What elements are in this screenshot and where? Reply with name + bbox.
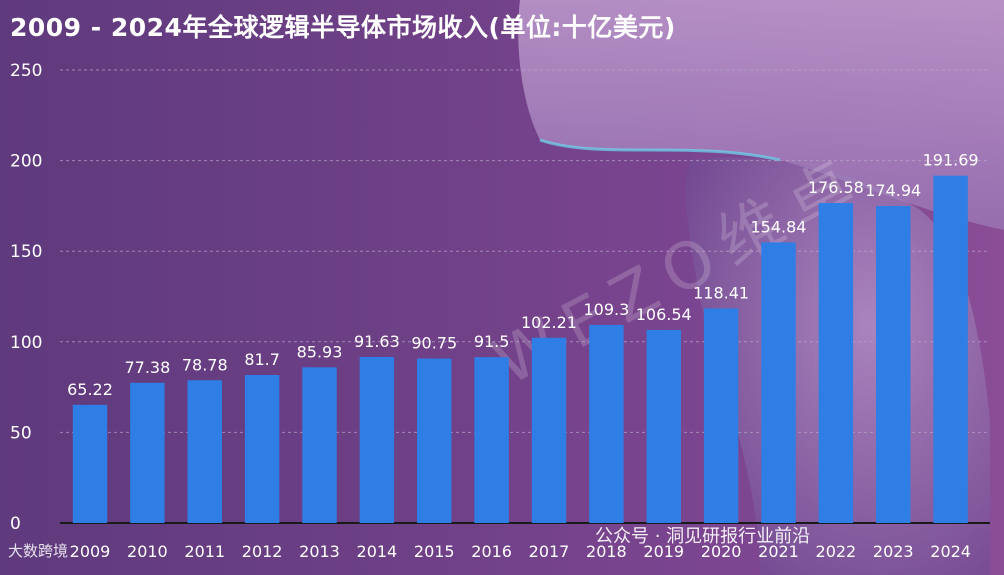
x-tick-label-2012: 2012: [242, 542, 283, 561]
x-tick-label-2011: 2011: [184, 542, 225, 561]
x-tick-label-2016: 2016: [471, 542, 512, 561]
x-tick-label-2019: 2019: [643, 542, 684, 561]
bar-2023: [876, 206, 911, 523]
data-label-2021: 154.84: [751, 217, 807, 236]
data-label-2012: 81.7: [244, 350, 280, 369]
y-tick-label-150: 150: [10, 242, 42, 262]
data-label-2011: 78.78: [182, 355, 228, 374]
x-tick-label-2018: 2018: [586, 542, 627, 561]
data-label-2017: 102.21: [521, 313, 577, 332]
bar-2011: [187, 380, 222, 523]
data-label-2014: 91.63: [354, 332, 400, 351]
bar-2017: [531, 337, 567, 523]
bar-2024: [933, 175, 968, 523]
x-tick-label-2015: 2015: [414, 542, 455, 561]
bar-2013: [302, 367, 337, 523]
x-tick-label-2013: 2013: [299, 542, 340, 561]
data-label-2013: 85.93: [297, 342, 343, 361]
data-label-2024: 191.69: [923, 151, 979, 170]
bar-2014: [359, 356, 395, 523]
y-tick-label-100: 100: [10, 333, 42, 353]
bar-2018: [589, 324, 624, 523]
data-label-2015: 90.75: [411, 334, 457, 353]
bar-2009: [72, 404, 108, 523]
data-label-2019: 106.54: [636, 305, 692, 324]
bar-2021: [761, 242, 796, 523]
data-label-2022: 176.58: [808, 178, 864, 197]
y-tick-label-50: 50: [10, 423, 32, 443]
x-tick-label-2009: 2009: [70, 542, 111, 561]
x-tick-label-2010: 2010: [127, 542, 168, 561]
data-label-2010: 77.38: [124, 358, 170, 377]
y-tick-label-250: 250: [10, 61, 42, 81]
data-label-2009: 65.22: [67, 380, 113, 399]
x-tick-label-2021: 2021: [758, 542, 799, 561]
watermark-bottom-right: 公众号 · 洞见研报行业前沿: [595, 526, 811, 547]
bar-2022: [818, 203, 854, 523]
bar-2016: [474, 357, 509, 523]
x-tick-label-2022: 2022: [816, 542, 857, 561]
watermark-bottom-left: 大数跨境: [8, 542, 69, 560]
data-label-2020: 118.41: [693, 283, 749, 302]
data-label-2016: 91.5: [474, 332, 510, 351]
x-tick-label-2023: 2023: [873, 542, 914, 561]
data-label-2023: 174.94: [865, 181, 921, 200]
x-tick-label-2017: 2017: [529, 542, 570, 561]
bar-2019: [646, 329, 681, 523]
bar-2010: [130, 382, 165, 523]
data-label-2018: 109.3: [583, 300, 629, 319]
x-tick-label-2014: 2014: [357, 542, 398, 561]
chart-title: 2009 - 2024年全球逻辑半导体市场收入(单位:十亿美元): [10, 13, 676, 42]
bar-2012: [244, 374, 280, 523]
bar-2015: [417, 358, 452, 523]
y-tick-label-0: 0: [10, 514, 21, 534]
bar-2020: [703, 308, 739, 523]
x-tick-label-2020: 2020: [701, 542, 742, 561]
y-tick-label-200: 200: [10, 152, 42, 172]
x-tick-label-2024: 2024: [930, 542, 971, 561]
